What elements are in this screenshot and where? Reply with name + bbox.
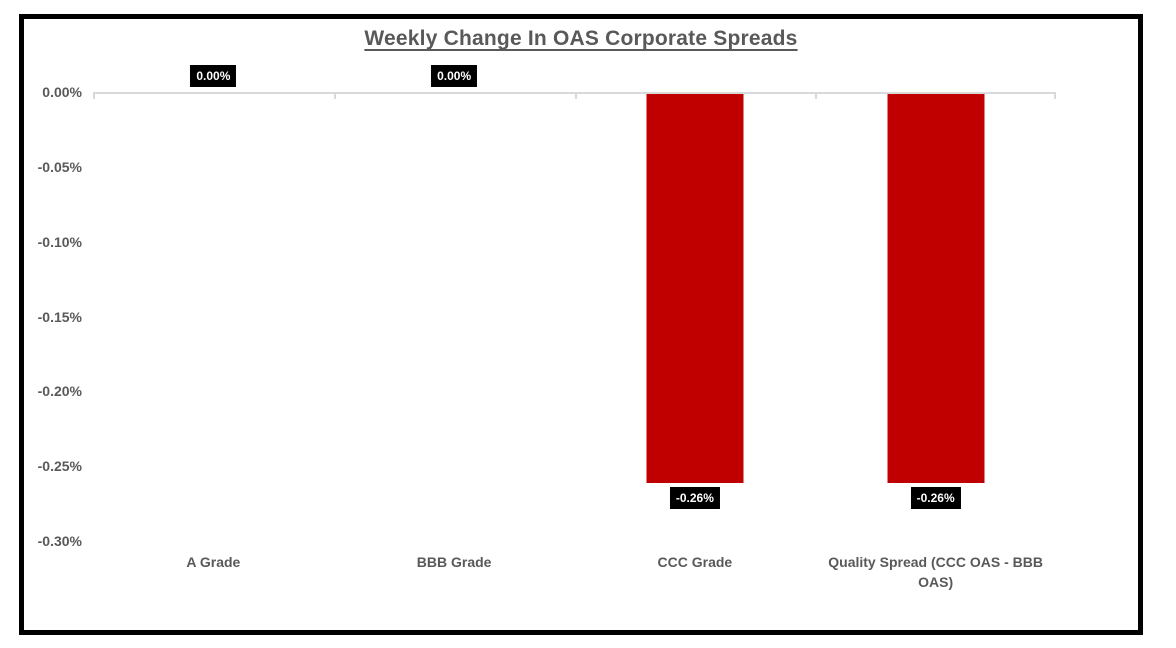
category-boundary-tick xyxy=(815,92,818,99)
y-axis-tick-label: -0.30% xyxy=(37,533,82,549)
chart-border-frame xyxy=(19,14,1143,635)
x-axis-category-label: CCC Grade xyxy=(657,554,733,570)
y-axis: 0.00% -0.05% -0.10% -0.15% -0.20% -0.25% -0.30… xyxy=(24,0,82,648)
x-axis-category-labels: A Grade BBB Grade CCC Grade Quality Spread … xyxy=(93,552,1056,592)
y-axis-tick-label: -0.20% xyxy=(37,383,82,400)
plot-area: 0.00% 0.00% -0.26% -0.26% xyxy=(93,65,1056,541)
category-boundary-tick xyxy=(574,92,577,99)
x-axis-category-label: Quality Spread (CCC OAS - BBB OAS) xyxy=(828,554,1043,590)
category-boundary-tick xyxy=(93,92,95,99)
category-boundary-tick xyxy=(333,92,336,99)
x-axis-category-label: A Grade xyxy=(186,554,241,570)
y-axis-tick-label: -0.05% xyxy=(37,158,82,175)
data-label: 0.00% xyxy=(431,65,478,87)
y-axis-tick-label: -0.25% xyxy=(37,458,82,475)
chart-title: Weekly Change In OAS Corporate Spreads xyxy=(364,27,798,50)
x-axis-category-label: BBB Grade xyxy=(416,554,492,570)
bar-quality-spread-ccc-oas-bbb-oas xyxy=(887,94,985,484)
y-axis-tick-label: 0.00% xyxy=(42,84,82,100)
y-axis-tick-label: -0.15% xyxy=(37,308,82,325)
bar-ccc-grade xyxy=(646,94,744,484)
category-boundary-tick xyxy=(1054,92,1056,99)
y-axis-tick-label: -0.10% xyxy=(37,233,82,250)
data-label: -0.26% xyxy=(910,487,961,510)
data-label: -0.26% xyxy=(669,487,720,510)
data-label: 0.00% xyxy=(190,65,237,87)
